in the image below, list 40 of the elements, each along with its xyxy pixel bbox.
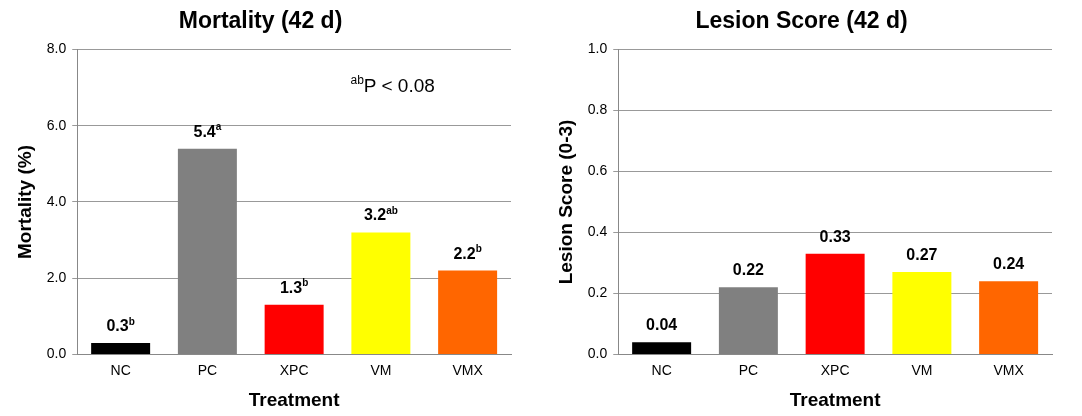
chart-title: Mortality (42 d)	[178, 7, 343, 34]
bar	[264, 304, 324, 354]
y-tick-label: 2.0	[46, 269, 67, 286]
y-tick-label: 0.6	[587, 162, 608, 179]
y-axis-title: Mortality (%)	[13, 145, 35, 259]
data-label: 0.22	[732, 261, 765, 279]
data-label: 0.04	[646, 316, 678, 334]
bar	[979, 281, 1039, 354]
x-tick-label: PC	[738, 361, 759, 378]
bar	[632, 342, 692, 354]
bar	[91, 342, 151, 354]
x-axis-title: Treatment	[248, 388, 341, 410]
x-tick-label: VM	[911, 361, 933, 378]
x-tick-label: PC	[197, 361, 218, 378]
y-tick-label: 0.0	[587, 345, 608, 362]
x-tick-label: VMX	[452, 361, 484, 378]
bar	[805, 253, 865, 354]
y-tick-label: 1.0	[587, 40, 608, 57]
bar	[438, 270, 498, 354]
x-tick-label: VMX	[993, 361, 1025, 378]
y-axis-title: Lesion Score (0-3)	[554, 119, 576, 285]
y-tick-label: 0.8	[587, 101, 608, 118]
x-tick-label: XPC	[279, 361, 309, 378]
data-label: 0.24	[993, 255, 1025, 273]
x-tick-label: VM	[370, 361, 392, 378]
y-tick-label: 6.0	[46, 116, 67, 133]
x-tick-label: XPC	[820, 361, 850, 378]
chart-title: Lesion Score (42 d)	[695, 7, 908, 34]
bar	[892, 272, 952, 354]
y-tick-label: 4.0	[46, 192, 67, 209]
data-label: 0.27	[906, 246, 938, 264]
y-tick-label: 0.4	[587, 223, 608, 240]
y-tick-label: 0.0	[46, 345, 67, 362]
x-tick-label: NC	[651, 361, 672, 378]
data-label: 0.33	[819, 227, 851, 245]
bar	[351, 232, 411, 354]
x-tick-label: NC	[110, 361, 131, 378]
y-tick-label: 8.0	[46, 40, 67, 57]
x-axis-title: Treatment	[789, 388, 882, 410]
y-tick-label: 0.2	[587, 284, 608, 301]
